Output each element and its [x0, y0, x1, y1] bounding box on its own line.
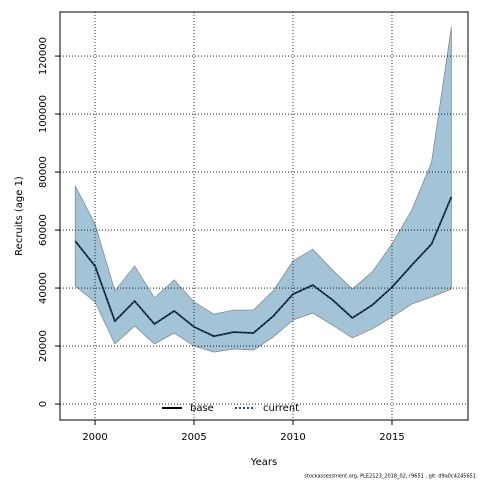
confidence-band — [74, 27, 452, 353]
x-tick-label: 2000 — [82, 432, 107, 443]
footer: stockassessment.org, PLE2123_2018_02, r9… — [304, 474, 476, 480]
y-tick-label: 0 — [38, 401, 49, 407]
y-axis-label: Recruits (age 1) — [14, 176, 25, 256]
x-tick-label: 2015 — [379, 432, 404, 443]
y-tick-label: 60000 — [38, 214, 49, 246]
series-line — [74, 196, 453, 338]
y-tick-label: 20000 — [38, 330, 49, 362]
x-axis-label: Years — [250, 457, 277, 468]
x-tick-label: 2010 — [280, 432, 305, 443]
legend-label: current — [263, 403, 299, 414]
plot-frame — [59, 11, 469, 421]
y-tick-label: 80000 — [38, 156, 49, 188]
y-tick-label: 40000 — [38, 272, 49, 304]
y-tick-label: 100000 — [38, 95, 49, 133]
y-tick-label: 120000 — [38, 37, 49, 75]
legend-label: base — [190, 403, 214, 414]
x-tick-label: 2005 — [181, 432, 206, 443]
